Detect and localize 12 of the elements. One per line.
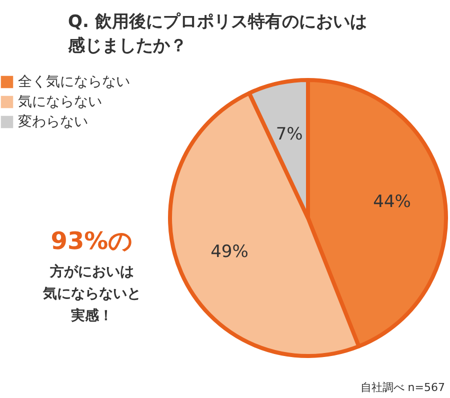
text: 方がにおいは	[49, 263, 134, 280]
text: 実感！	[71, 307, 113, 324]
chart-title: Q. 飲用後にプロポリス特有のにおいは感じましたか？	[67, 12, 367, 56]
legend-label: 変わらない	[18, 114, 88, 130]
text: 自社調べ n=567	[360, 381, 445, 394]
legend-label: 気にならない	[18, 94, 102, 110]
data-label: 44%	[373, 192, 411, 212]
legend-label: 全く気にならない	[18, 74, 130, 90]
data-label: 49%	[210, 242, 248, 262]
text: 93%の	[50, 227, 134, 255]
data-label: 7%	[276, 124, 303, 144]
text: 気にならないと	[42, 286, 141, 302]
